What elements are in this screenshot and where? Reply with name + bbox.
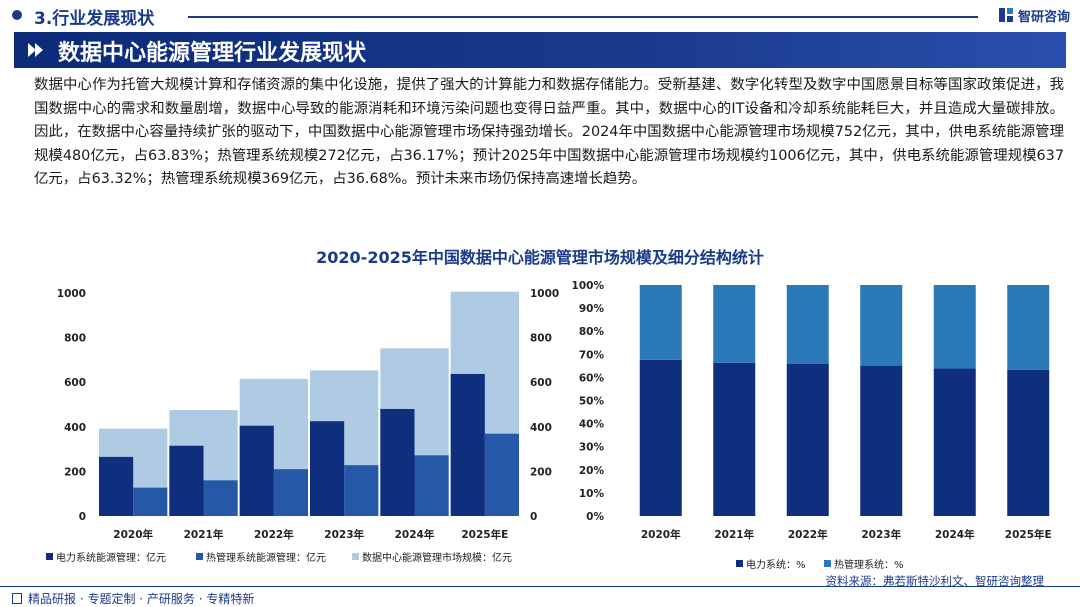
y-tick-pct-9: 90% bbox=[579, 303, 605, 315]
power-pct-bar-2 bbox=[786, 364, 829, 516]
thermal-bar-0 bbox=[133, 487, 168, 516]
x-tick-pct-2: 2022年 bbox=[788, 528, 828, 541]
legend-label-thermal-pct: 热管理系统：% bbox=[834, 560, 904, 571]
thermal-pct-bar-1 bbox=[713, 285, 756, 363]
y-tick-left-400: 400 bbox=[64, 422, 86, 434]
x-tick-left-0: 2020年 bbox=[113, 528, 153, 541]
y-tick-right-0: 0 bbox=[530, 511, 537, 523]
x-tick-pct-4: 2024年 bbox=[935, 528, 975, 541]
x-tick-left-4: 2024年 bbox=[395, 528, 435, 541]
x-tick-pct-3: 2023年 bbox=[861, 528, 901, 541]
intro-paragraph: 数据中心作为托管大规模计算和存储资源的集中化设施，提供了强大的计算能力和数据存储… bbox=[34, 77, 1064, 187]
power-pct-bar-5 bbox=[1007, 369, 1050, 516]
y-tick-pct-7: 70% bbox=[579, 349, 605, 361]
thermal-bar-3 bbox=[344, 465, 379, 516]
legend-label-total: 数据中心能源管理市场规模：亿元 bbox=[362, 553, 512, 564]
y-tick-pct-10: 100% bbox=[572, 280, 605, 292]
power-pct-bar-1 bbox=[713, 362, 756, 516]
legend-power: 电力系统能源管理：亿元 bbox=[46, 549, 166, 564]
chart-title: 2020-2025年中国数据中心能源管理市场规模及细分结构统计 bbox=[316, 248, 764, 267]
power-bar-3 bbox=[310, 421, 345, 516]
legend-thermal-pct: 热管理系统：% bbox=[824, 556, 904, 571]
footer: 精品研报 · 专题定制 · 产研服务 · 专精特新 bbox=[12, 590, 254, 607]
legend-power-pct: 电力系统：% bbox=[736, 556, 806, 571]
power-pct-bar-3 bbox=[860, 365, 903, 516]
thermal-bar-4 bbox=[414, 455, 449, 516]
brand-logo-icon bbox=[998, 8, 1013, 22]
power-bar-2 bbox=[239, 425, 274, 516]
y-tick-pct-4: 40% bbox=[579, 419, 605, 431]
chevron-right-icon bbox=[28, 43, 43, 57]
thermal-pct-bar-5 bbox=[1007, 285, 1050, 370]
y-tick-right-1000: 1000 bbox=[530, 288, 559, 300]
y-tick-right-200: 200 bbox=[530, 466, 552, 478]
power-pct-bar-4 bbox=[933, 368, 976, 516]
legend-swatch-thermal bbox=[196, 553, 203, 560]
y-tick-pct-3: 30% bbox=[579, 442, 605, 454]
y-tick-right-400: 400 bbox=[530, 422, 552, 434]
x-tick-pct-5: 2025年E bbox=[1005, 528, 1052, 541]
legend-label-power: 电力系统能源管理：亿元 bbox=[56, 553, 166, 564]
x-tick-left-1: 2021年 bbox=[184, 528, 224, 541]
brand-logo: 智研咨询 bbox=[998, 5, 1070, 25]
footer-text: 精品研报 · 专题定制 · 产研服务 · 专精特新 bbox=[28, 592, 255, 606]
power-pct-bar-0 bbox=[639, 359, 682, 516]
power-bar-4 bbox=[380, 408, 415, 516]
thermal-bar-1 bbox=[203, 480, 238, 516]
y-tick-pct-6: 60% bbox=[579, 372, 605, 384]
power-bar-0 bbox=[99, 456, 134, 516]
power-bar-5 bbox=[450, 373, 485, 516]
legend-swatch-total bbox=[352, 553, 359, 560]
y-tick-right-600: 600 bbox=[530, 377, 552, 389]
y-tick-pct-8: 80% bbox=[579, 326, 605, 338]
thermal-pct-bar-2 bbox=[786, 285, 829, 365]
legend-swatch-power-pct bbox=[736, 560, 743, 567]
bullet-dot bbox=[12, 10, 22, 20]
y-tick-pct-1: 10% bbox=[579, 488, 605, 500]
title-banner: 数据中心能源管理行业发展现状 bbox=[14, 32, 1066, 68]
legend-swatch-thermal-pct bbox=[824, 560, 831, 567]
brand-name: 智研咨询 bbox=[1017, 9, 1070, 25]
thermal-pct-bar-4 bbox=[933, 285, 976, 369]
y-tick-pct-2: 20% bbox=[579, 465, 605, 477]
legend-label-thermal: 热管理系统能源管理：亿元 bbox=[206, 553, 326, 564]
thermal-bar-2 bbox=[273, 469, 308, 516]
thermal-pct-bar-3 bbox=[860, 285, 903, 366]
y-tick-left-200: 200 bbox=[64, 466, 86, 478]
x-tick-pct-1: 2021年 bbox=[714, 528, 754, 541]
thermal-pct-bar-0 bbox=[639, 285, 682, 360]
y-tick-left-600: 600 bbox=[64, 377, 86, 389]
y-tick-pct-0: 0% bbox=[586, 511, 604, 523]
section-heading: 3.行业发展现状 bbox=[34, 9, 155, 29]
x-tick-left-2: 2022年 bbox=[254, 528, 294, 541]
power-bar-1 bbox=[169, 445, 204, 516]
legend-label-power-pct: 电力系统：% bbox=[746, 560, 806, 571]
document-icon bbox=[12, 593, 22, 604]
x-tick-left-3: 2023年 bbox=[324, 528, 364, 541]
y-tick-left-0: 0 bbox=[79, 511, 86, 523]
header-divider bbox=[188, 16, 978, 18]
thermal-bar-5 bbox=[484, 433, 519, 516]
legend-thermal: 热管理系统能源管理：亿元 bbox=[196, 549, 326, 564]
x-tick-pct-0: 2020年 bbox=[641, 528, 681, 541]
top-bar: 3.行业发展现状 智研咨询 bbox=[0, 0, 1080, 30]
legend-total: 数据中心能源管理市场规模：亿元 bbox=[352, 549, 512, 564]
footer-divider bbox=[0, 586, 1080, 587]
y-tick-right-800: 800 bbox=[530, 333, 552, 345]
page-title: 数据中心能源管理行业发展现状 bbox=[58, 41, 367, 66]
source-note: 资料来源：弗若斯特沙利文、智研咨询整理 bbox=[825, 574, 1045, 588]
y-tick-left-800: 800 bbox=[64, 333, 86, 345]
y-tick-pct-5: 50% bbox=[579, 396, 605, 408]
y-tick-left-1000: 1000 bbox=[57, 288, 86, 300]
legend-swatch-power bbox=[46, 553, 53, 560]
x-tick-left-5: 2025年E bbox=[461, 528, 508, 541]
